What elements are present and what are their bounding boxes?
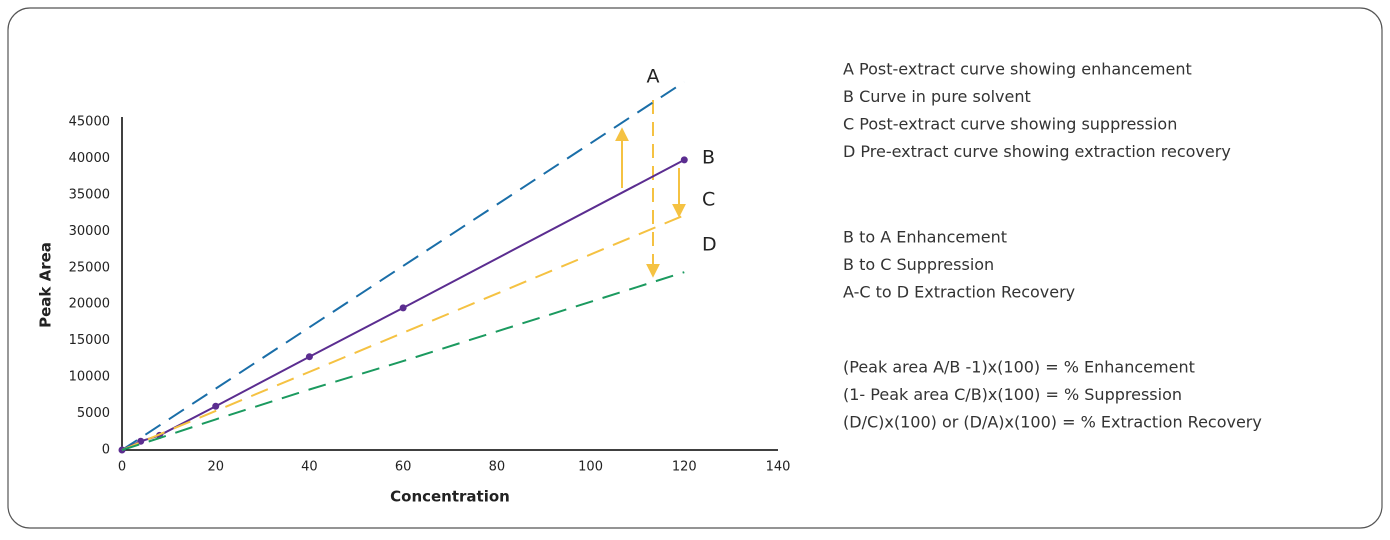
- point: [137, 437, 145, 445]
- x-tick-label: 40: [301, 460, 318, 475]
- x-tick-label: 20: [207, 460, 224, 475]
- x-tick-label: 140: [766, 460, 791, 475]
- point: [399, 304, 407, 312]
- series-label: D: [702, 234, 717, 256]
- note-line: B to C Suppression: [843, 255, 994, 274]
- y-tick-label: 45000: [69, 115, 110, 130]
- y-tick-label: 40000: [69, 151, 110, 166]
- y-tick-label: 25000: [69, 260, 110, 275]
- x-tick-label: 80: [489, 460, 506, 475]
- y-axis-title: Peak Area: [37, 242, 55, 328]
- series-line: [121, 81, 685, 451]
- point: [212, 402, 220, 410]
- y-tick-label: 0: [102, 443, 110, 458]
- note-line: (D/C)x(100) or (D/A)x(100) = % Extractio…: [843, 413, 1262, 432]
- series-label: B: [702, 147, 715, 169]
- x-tick-label: 0: [118, 460, 126, 475]
- note-line: D Pre-extract curve showing extraction r…: [843, 142, 1231, 161]
- y-tick-label: 30000: [69, 224, 110, 239]
- frame: [7, 7, 1383, 529]
- y-tick-label: 15000: [69, 333, 110, 348]
- y-tick-label: 10000: [69, 370, 110, 385]
- series-line: [121, 214, 685, 451]
- note-line: A Post-extract curve showing enhancement: [843, 60, 1192, 79]
- note-line: B to A Enhancement: [843, 228, 1007, 247]
- x-tick-label: 60: [395, 460, 412, 475]
- series-label: A: [647, 66, 660, 88]
- note-line: B Curve in pure solvent: [843, 87, 1031, 106]
- series-label: C: [702, 189, 715, 211]
- x-tick-label: 120: [672, 460, 697, 475]
- x-axis-title: Concentration: [390, 488, 510, 506]
- y-tick-label: 35000: [69, 187, 110, 202]
- note-line: (1- Peak area C/B)x(100) = % Suppression: [843, 385, 1182, 404]
- series-line: [121, 271, 685, 451]
- x-tick-label: 100: [578, 460, 603, 475]
- note-line: C Post-extract curve showing suppression: [843, 115, 1177, 134]
- point: [680, 156, 688, 164]
- note-line: A-C to D Extraction Recovery: [843, 283, 1075, 302]
- note-line: (Peak area A/B -1)x(100) = % Enhancement: [843, 358, 1195, 377]
- y-tick-label: 20000: [69, 297, 110, 312]
- point: [305, 353, 313, 361]
- y-tick-label: 5000: [77, 406, 110, 421]
